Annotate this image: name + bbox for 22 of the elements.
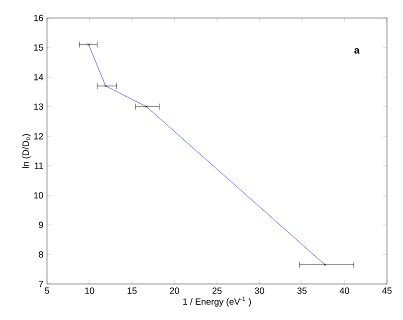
x-tick-label: 40 (340, 288, 350, 294)
annotation: a (354, 48, 360, 54)
y-tick-label: 8 (38, 251, 44, 258)
x-tick-label: 25 (212, 288, 222, 294)
x-tick-label: 5 (44, 288, 50, 294)
x-axis-title: 1 / Energy (eV$^{-1}$ ) (183, 296, 251, 307)
x-tick-label: 10 (85, 288, 94, 294)
y-tick-label: 14 (34, 74, 44, 80)
y-tick-label: 11 (34, 162, 44, 169)
x-tick-label: 15 (128, 288, 137, 294)
x-tick-label: 20 (170, 288, 180, 294)
y-tick-label: 16 (34, 14, 44, 22)
y-tick-label: 10 (34, 192, 44, 199)
y-axis-title: ln (D/D$_{o}$) (22, 134, 31, 168)
y-tick-label: 12 (34, 133, 44, 140)
y-tick-label: 7 (38, 280, 44, 288)
y-tick-label: 9 (38, 222, 44, 228)
y-tick-label: 13 (34, 103, 44, 110)
y-tick-label: 15 (34, 44, 44, 51)
x-tick-label: 30 (254, 288, 264, 294)
x-tick-label: 45 (382, 288, 392, 294)
x-tick-label: 35 (297, 288, 307, 294)
